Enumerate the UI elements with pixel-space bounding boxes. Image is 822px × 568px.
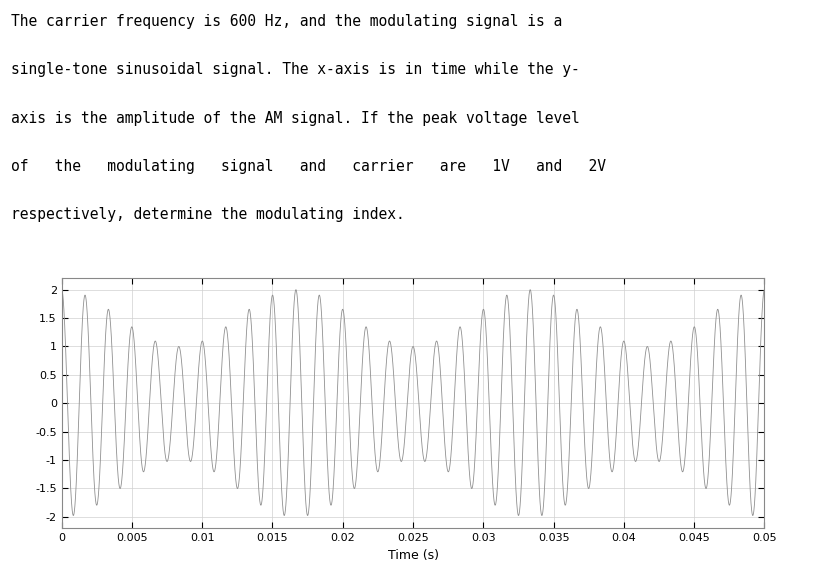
Text: The carrier frequency is 600 Hz, and the modulating signal is a: The carrier frequency is 600 Hz, and the… <box>11 14 562 29</box>
X-axis label: Time (s): Time (s) <box>387 549 439 562</box>
Text: axis is the amplitude of the AM signal. If the peak voltage level: axis is the amplitude of the AM signal. … <box>11 111 580 126</box>
Text: of   the   modulating   signal   and   carrier   are   1V   and   2V: of the modulating signal and carrier are… <box>11 159 606 174</box>
Text: respectively, determine the modulating index.: respectively, determine the modulating i… <box>11 207 404 222</box>
Text: single-tone sinusoidal signal. The x-axis is in time while the y-: single-tone sinusoidal signal. The x-axi… <box>11 62 580 77</box>
